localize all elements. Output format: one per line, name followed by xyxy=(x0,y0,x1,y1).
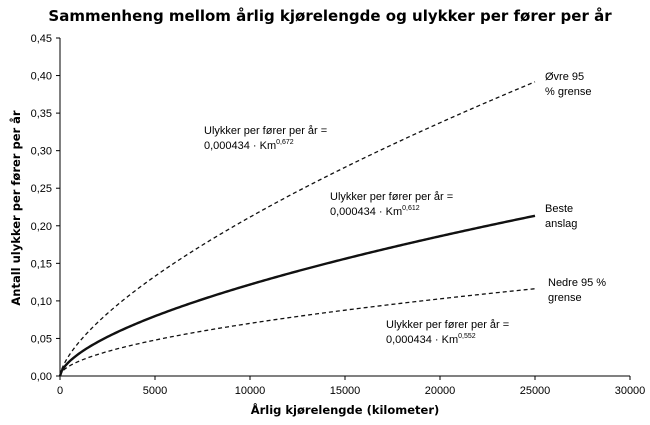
formula-upper-exponent: 0,672 xyxy=(276,139,294,146)
formula-lower-line1: Ulykker per fører per år = xyxy=(386,319,509,331)
series-label-upper: Øvre 95 % grense xyxy=(545,71,591,98)
series-label-upper-line1: Øvre 95 xyxy=(545,71,584,83)
x-tick-label: 20000 xyxy=(425,385,456,397)
formula-upper-line1: Ulykker per fører per år = xyxy=(204,125,327,137)
y-tick-label: 0,35 xyxy=(31,108,52,120)
y-tick-label: 0,30 xyxy=(31,146,52,158)
lower-bound-line xyxy=(59,288,536,377)
series-label-best-line1: Beste xyxy=(545,203,573,215)
y-tick-label: 0,40 xyxy=(31,71,52,83)
y-tick-label: 0,25 xyxy=(31,183,52,195)
y-axis-title: Antall ulykker per fører per år xyxy=(9,110,23,306)
y-tick-label: 0,45 xyxy=(31,33,52,45)
y-tick-label: 0,00 xyxy=(31,371,52,383)
formula-lower: Ulykker per fører per år = 0,000434 · Km… xyxy=(386,319,512,346)
series-label-lower: Nedre 95 % grense xyxy=(548,277,609,304)
x-tick-label: 10000 xyxy=(235,385,266,397)
x-tick-label: 15000 xyxy=(330,385,361,397)
y-tick-label: 0,10 xyxy=(31,296,52,308)
formula-upper: Ulykker per fører per år = 0,000434 · Km… xyxy=(204,125,330,152)
series-label-lower-line1: Nedre 95 % xyxy=(548,277,606,289)
best-estimate-line xyxy=(58,214,536,377)
series-label-upper-line2: % grense xyxy=(545,86,591,98)
formula-lower-line2: 0,000434 · Km xyxy=(386,334,458,346)
x-tick-label: 30000 xyxy=(615,385,646,397)
x-axis-title: Årlig kjørelengde (kilometer) xyxy=(251,402,440,417)
formula-best-line1: Ulykker per fører per år = xyxy=(330,191,453,203)
x-tick-label: 0 xyxy=(57,385,63,397)
x-tick-label: 5000 xyxy=(143,385,167,397)
x-axis-ticks: 0 5000 10000 15000 20000 25000 30000 xyxy=(57,376,645,397)
series-lines xyxy=(58,81,536,377)
formula-upper-line2: 0,000434 · Km xyxy=(204,140,276,152)
y-axis-ticks: 0,00 0,05 0,10 0,15 0,20 0,25 0,30 0,35 0,40 0,45 xyxy=(31,33,60,383)
formula-best-line2: 0,000434 · Km xyxy=(330,206,402,218)
formula-best: Ulykker per fører per år = 0,000434 · Km… xyxy=(330,191,456,218)
formula-lower-exponent: 0,552 xyxy=(458,333,476,340)
upper-bound-line xyxy=(59,81,536,377)
y-tick-label: 0,20 xyxy=(31,221,52,233)
chart-title: Sammenheng mellom årlig kjørelengde og u… xyxy=(48,7,612,25)
y-tick-label: 0,15 xyxy=(31,258,52,270)
y-tick-label: 0,05 xyxy=(31,333,52,345)
x-tick-label: 25000 xyxy=(520,385,551,397)
series-label-lower-line2: grense xyxy=(548,292,582,304)
formula-best-exponent: 0,612 xyxy=(402,205,420,212)
series-label-best: Beste anslag xyxy=(545,203,577,230)
series-label-best-line2: anslag xyxy=(545,218,577,230)
